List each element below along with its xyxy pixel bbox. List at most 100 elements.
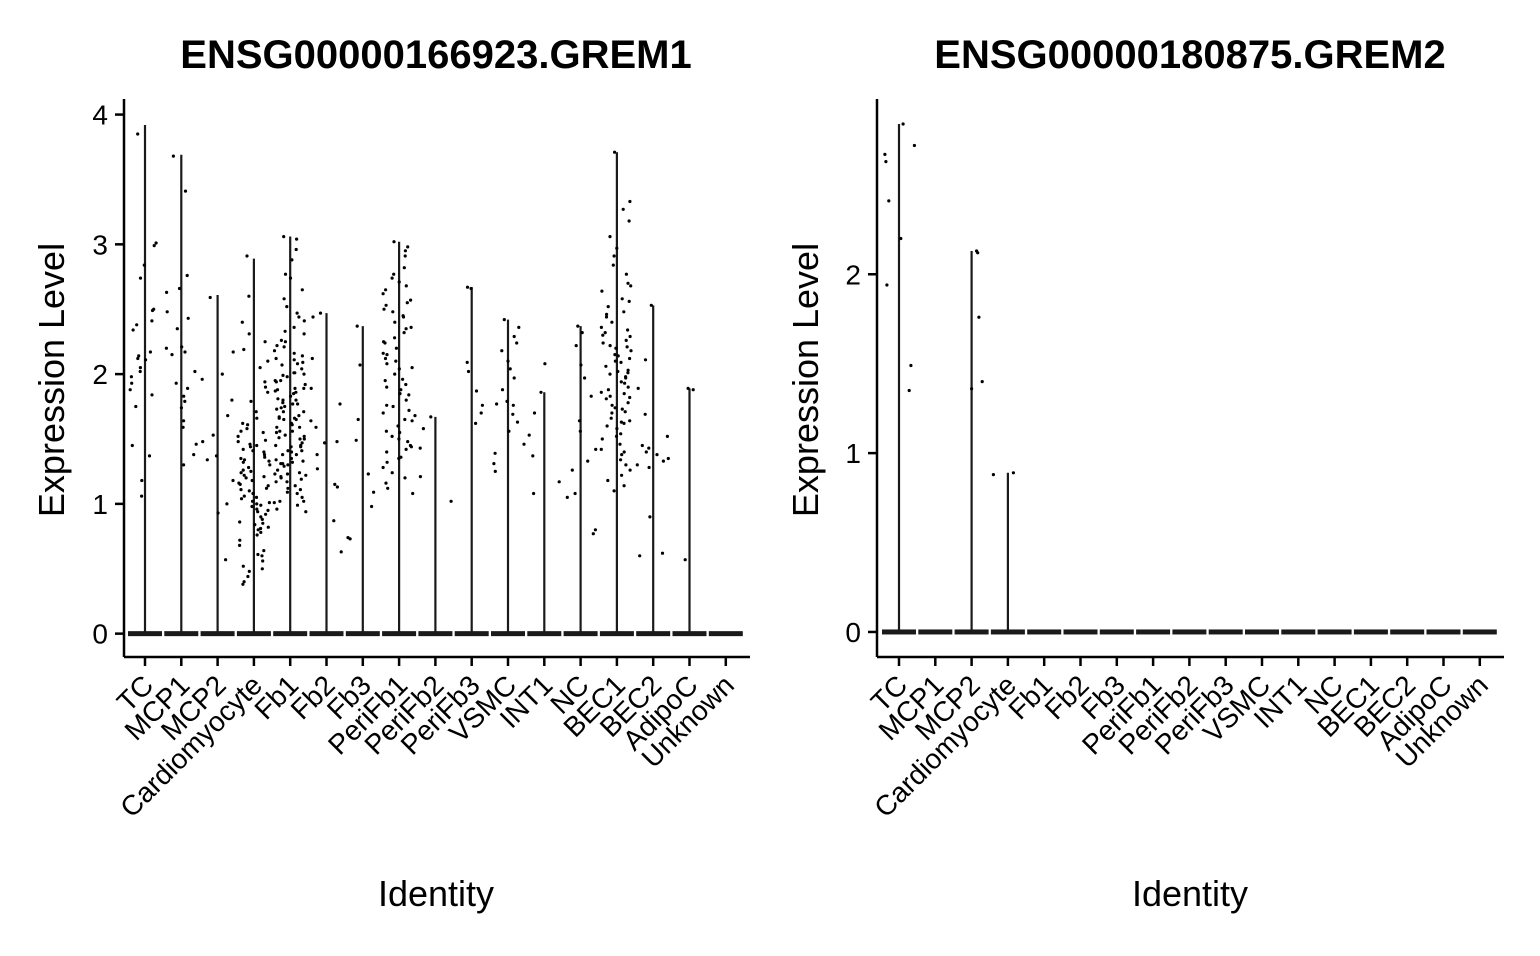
data-point: [532, 491, 536, 496]
data-point: [465, 285, 470, 289]
data-point: [301, 360, 305, 364]
y-tick-label: 4: [92, 100, 108, 131]
data-point: [279, 475, 283, 479]
data-point: [466, 369, 471, 374]
data-point: [479, 411, 483, 415]
data-point: [246, 574, 250, 579]
data-point: [403, 249, 407, 253]
data-point: [620, 473, 624, 477]
data-point: [276, 397, 280, 401]
panel-grem1: ENSG00000166923.GREM1 Identity Expressio…: [31, 33, 750, 914]
data-point: [239, 456, 243, 461]
data-point: [397, 280, 401, 284]
data-point: [407, 393, 411, 397]
data-point: [580, 331, 584, 335]
data-point: [238, 538, 242, 542]
data-point: [256, 510, 260, 514]
data-point: [616, 354, 620, 358]
data-point: [346, 536, 350, 540]
data-point: [255, 416, 259, 420]
data-point: [309, 386, 313, 390]
data-point: [261, 521, 265, 525]
data-point: [609, 416, 613, 420]
data-point: [303, 382, 307, 387]
data-point: [619, 360, 623, 364]
data-point: [266, 390, 270, 394]
data-point: [315, 467, 319, 471]
data-point: [245, 254, 249, 258]
data-point: [129, 375, 133, 379]
data-point: [403, 254, 407, 258]
data-point: [629, 284, 633, 288]
data-point: [626, 371, 630, 375]
y-tick-label: 2: [92, 359, 108, 390]
data-point: [182, 394, 186, 398]
data-point: [512, 334, 516, 339]
data-point: [294, 398, 298, 402]
data-point: [164, 346, 168, 350]
data-point: [285, 490, 289, 494]
violin-fb3: [1099, 629, 1134, 635]
y-axis-title: Expression Level: [785, 243, 826, 517]
violin-perifb2: [1172, 629, 1207, 635]
data-point: [606, 478, 610, 483]
panel-grem2: ENSG00000180875.GREM2 Identity Expressio…: [785, 33, 1504, 914]
data-point: [248, 442, 252, 446]
data-point: [661, 459, 666, 463]
data-point: [140, 494, 144, 498]
data-point: [289, 445, 293, 449]
data-point: [285, 480, 289, 484]
data-point: [279, 406, 283, 410]
data-point: [138, 276, 143, 280]
data-point: [385, 403, 389, 407]
data-point: [304, 510, 308, 514]
data-point: [247, 489, 251, 493]
data-point: [292, 351, 296, 355]
data-point: [300, 495, 304, 499]
data-point: [290, 460, 294, 464]
data-point: [358, 363, 362, 367]
chart-title: ENSG00000180875.GREM2: [934, 33, 1445, 77]
data-point: [624, 338, 628, 342]
data-point: [242, 473, 246, 477]
y-tick-label: 1: [92, 489, 108, 520]
data-point: [297, 414, 301, 418]
data-point: [398, 392, 402, 396]
data-point: [391, 310, 395, 314]
data-point: [292, 358, 296, 362]
data-point: [608, 235, 612, 239]
data-point: [522, 442, 526, 446]
data-point: [230, 398, 234, 402]
data-point: [239, 471, 243, 475]
data-point: [251, 449, 255, 453]
data-point: [300, 441, 304, 445]
data-point: [290, 429, 294, 433]
data-point: [289, 456, 293, 461]
data-point: [295, 503, 300, 507]
data-point: [626, 385, 630, 389]
data-point: [619, 458, 623, 462]
data-point: [201, 440, 205, 444]
data-point: [622, 484, 626, 488]
data-point: [148, 350, 152, 354]
data-point: [135, 323, 139, 327]
data-point: [240, 320, 244, 324]
data-point: [980, 380, 984, 384]
data-point: [381, 465, 385, 470]
data-point: [635, 463, 639, 467]
data-point: [1011, 471, 1016, 475]
data-point: [238, 482, 242, 486]
data-point: [396, 424, 400, 428]
violin-fb2: [1063, 629, 1098, 635]
data-point: [244, 476, 248, 480]
data-point: [506, 359, 510, 363]
data-point: [147, 454, 152, 458]
data-point: [626, 368, 630, 372]
data-point: [299, 477, 303, 481]
data-point: [165, 290, 169, 294]
data-point: [382, 340, 386, 344]
data-point: [401, 377, 405, 381]
data-point: [409, 298, 413, 302]
data-point: [302, 434, 306, 438]
